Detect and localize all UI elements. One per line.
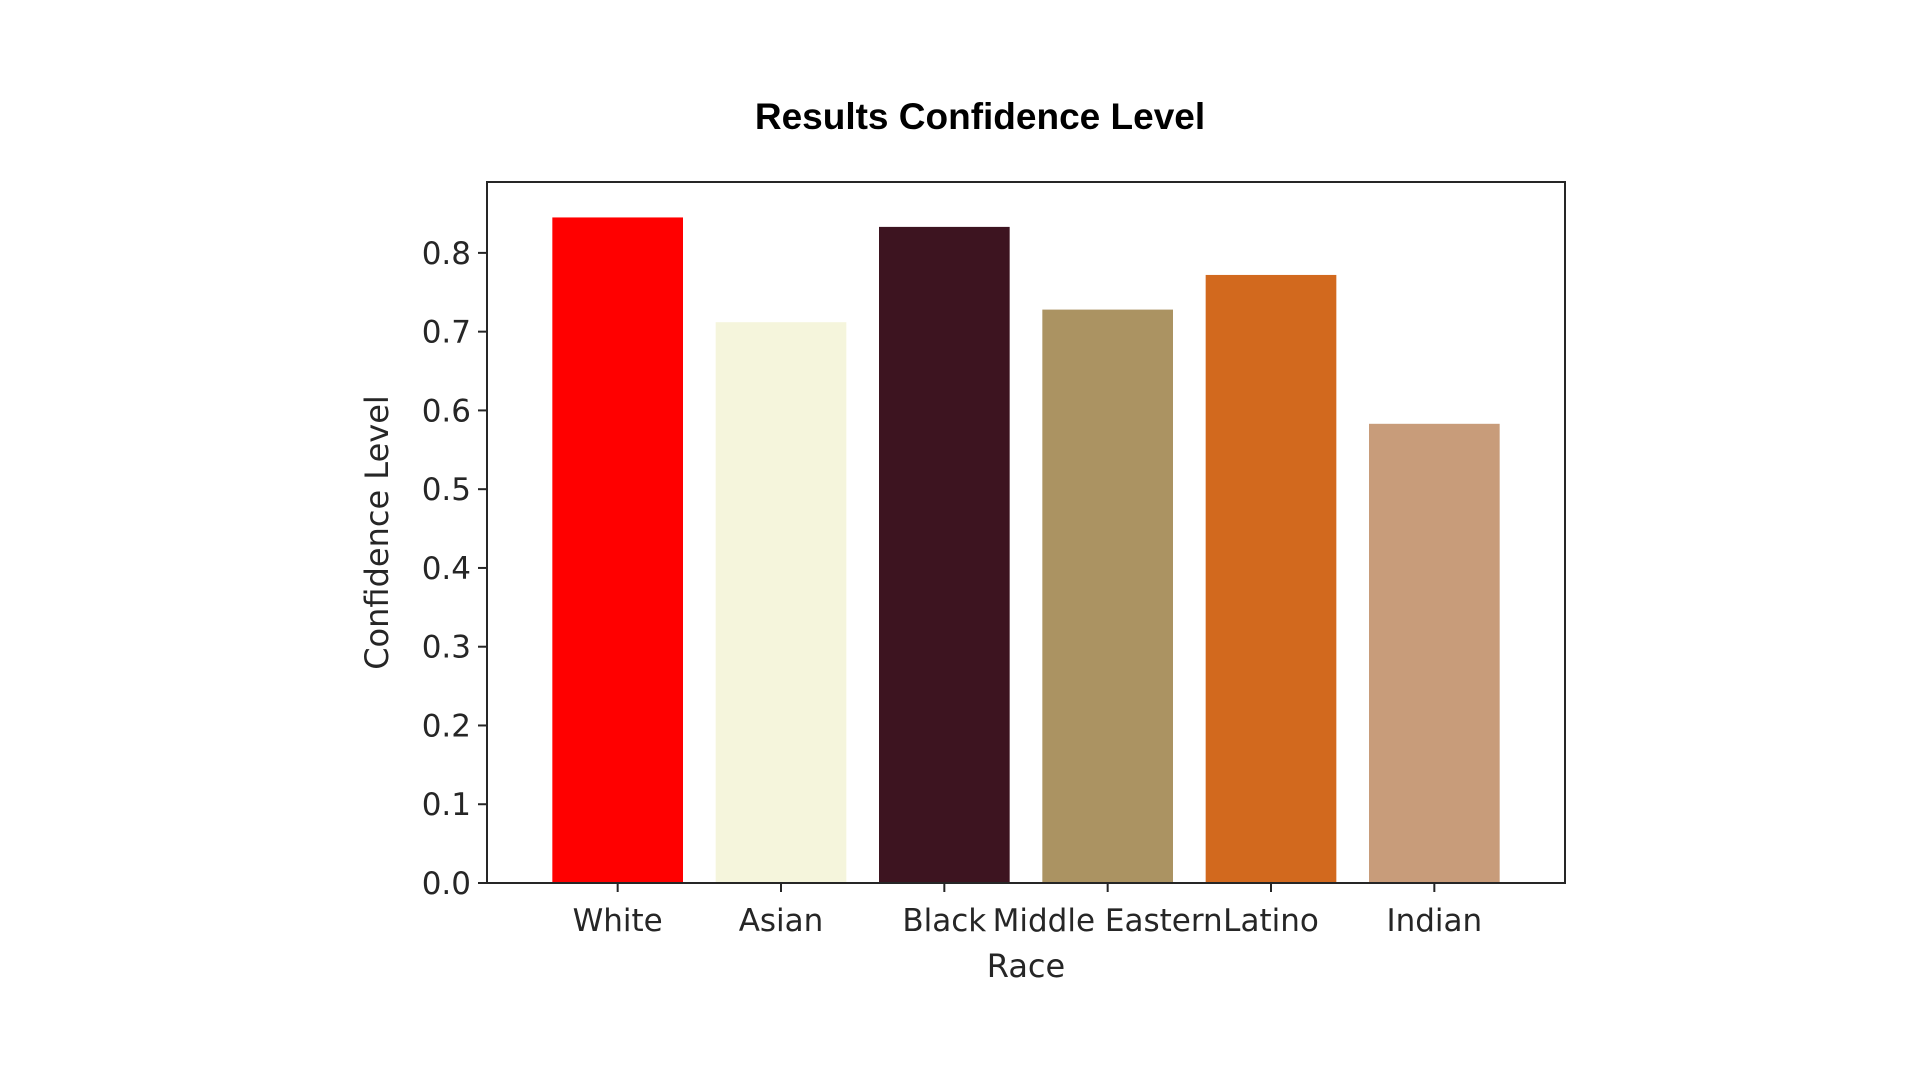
y-tick-label: 0.2: [422, 708, 471, 744]
bar-middle-eastern: [1042, 309, 1173, 883]
chart-title: Results Confidence Level: [754, 96, 1206, 137]
bar-indian: [1369, 423, 1500, 883]
y-axis-label: Confidence Level: [358, 395, 396, 670]
y-tick-label: 0.5: [422, 472, 471, 508]
y-tick-label: 0.6: [422, 393, 471, 429]
x-tick-label: Indian: [1386, 903, 1482, 939]
bar-black: [879, 226, 1010, 883]
bar-asian: [715, 322, 847, 883]
y-tick-label: 0.4: [422, 551, 471, 587]
bar-white: [552, 217, 683, 883]
x-tick-label: Latino: [1223, 903, 1319, 939]
bars-group: [552, 217, 1500, 884]
y-tick-label: 0.0: [422, 866, 471, 902]
y-tick-label: 0.8: [422, 236, 471, 272]
plot-frame: [486, 181, 1566, 884]
x-tick-label: White: [573, 903, 663, 939]
y-tick-label: 0.3: [422, 630, 471, 666]
y-tick-label: 0.7: [422, 315, 471, 351]
x-tick-label: Middle Eastern: [993, 903, 1223, 939]
y-tick-label: 0.1: [422, 787, 471, 823]
bar-latino: [1205, 274, 1337, 884]
y-axis-ticks: 0.0 0.1 0.2 0.3 0.4 0.5 0.6 0.7 0.8: [422, 236, 487, 902]
x-axis-label: Race: [987, 947, 1065, 985]
x-tick-label: Black: [902, 903, 986, 939]
x-axis-ticks: White Asian Black Middle Eastern Latino India…: [573, 883, 1482, 939]
x-tick-label: Asian: [739, 903, 824, 939]
